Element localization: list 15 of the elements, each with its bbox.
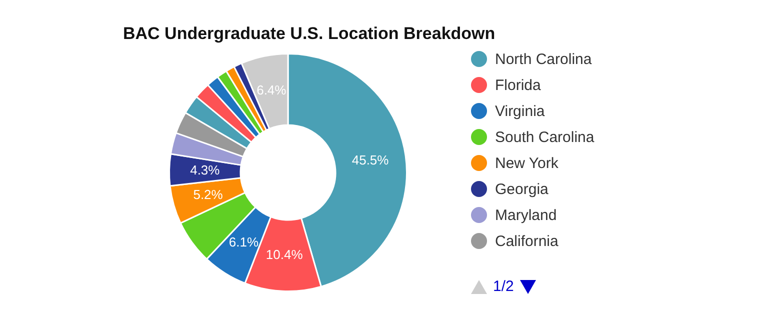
legend-label: Florida xyxy=(495,76,541,94)
data-label: 4.3% xyxy=(190,162,220,178)
text: 1/2 xyxy=(493,278,514,295)
legend-label: New York xyxy=(495,154,558,172)
legend-label: Georgia xyxy=(495,180,548,198)
legend-label: Virginia xyxy=(495,102,545,120)
data-label: 45.5% xyxy=(352,152,390,168)
chart-title: BAC Undergraduate U.S. Location Breakdown xyxy=(123,24,496,44)
legend-label: California xyxy=(495,232,558,250)
legend-label: South Carolina xyxy=(495,128,594,146)
data-label: 5.2% xyxy=(193,186,224,202)
data-label: 10.4% xyxy=(266,247,304,262)
data-label: 6.1% xyxy=(228,234,259,250)
legend-label: North Carolina xyxy=(495,50,592,68)
legend-label: Maryland xyxy=(495,206,557,224)
